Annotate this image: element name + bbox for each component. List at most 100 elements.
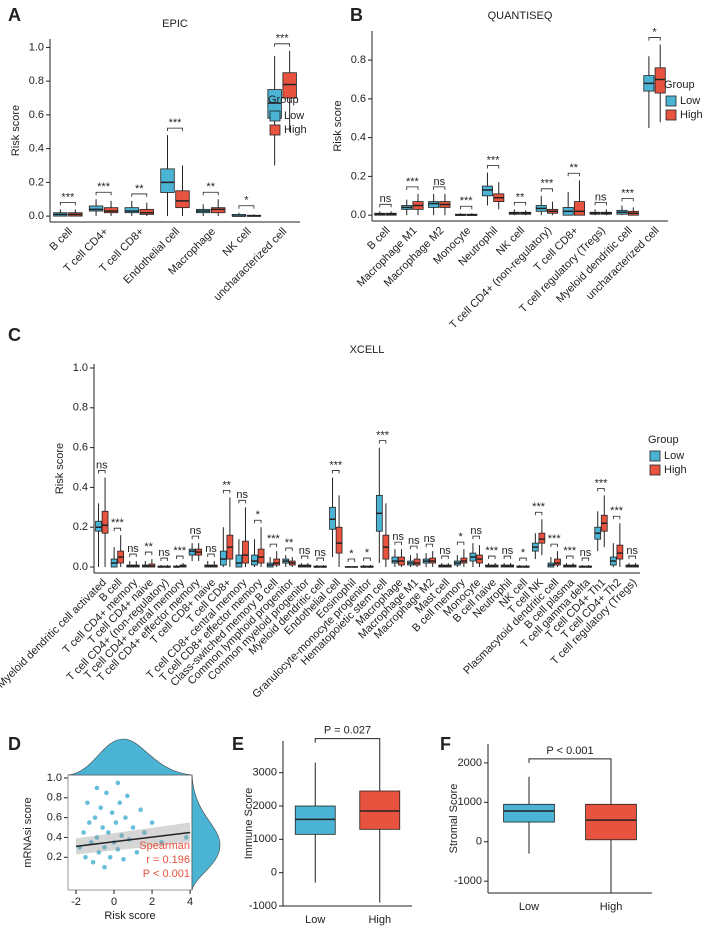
y-tick-label: 1.0: [47, 772, 62, 784]
bracket: [254, 519, 262, 524]
point: [87, 820, 92, 825]
y-tick-label: 0: [271, 867, 277, 879]
significance: ***: [173, 545, 187, 557]
y-tick-label: 0.4: [351, 132, 366, 144]
bracket: [612, 515, 621, 520]
significance: ***: [111, 517, 125, 529]
fit-line: [75, 831, 191, 848]
bracket: [488, 555, 496, 560]
bracket: [503, 555, 512, 560]
stat-annotation: r = 0.196: [146, 854, 190, 866]
significance: ***: [267, 533, 281, 545]
bracket: [191, 535, 200, 540]
significance: ns: [96, 459, 108, 471]
y-tick-label: 1000: [458, 796, 482, 808]
box: [538, 532, 546, 544]
box: [160, 168, 175, 193]
box: [139, 208, 154, 215]
point: [123, 815, 128, 820]
point: [115, 780, 121, 786]
bracket: [269, 543, 278, 548]
bracket: [472, 535, 480, 540]
bracket: [207, 553, 215, 558]
box: [359, 790, 401, 830]
legend-label: Low: [680, 95, 700, 107]
box: [294, 805, 336, 835]
bracket: [332, 470, 340, 474]
box: [616, 544, 624, 560]
chart-title: QUANTISEQ: [488, 10, 553, 22]
box: [101, 510, 109, 534]
bracket: [566, 555, 574, 560]
point: [98, 805, 104, 811]
significance: ns: [190, 525, 202, 537]
significance: ns: [314, 547, 326, 559]
box: [175, 190, 190, 209]
chart-title: EPIC: [162, 18, 188, 30]
significance: ***: [169, 117, 183, 129]
panel-label: F: [440, 734, 451, 754]
bracket: [550, 543, 558, 548]
point: [117, 800, 123, 806]
point: [104, 790, 109, 796]
y-tick-label: 0.6: [73, 442, 88, 454]
bracket: [176, 555, 184, 560]
y-tick-label: 2000: [458, 757, 482, 769]
significance: ***: [329, 459, 343, 471]
bracket: [98, 470, 106, 474]
point: [113, 820, 119, 825]
box: [251, 554, 258, 566]
x-tick-label: 4: [187, 896, 193, 908]
x-axis-label: Risk score: [104, 910, 155, 922]
y-axis-label: mRNAsi score: [22, 797, 34, 867]
point: [125, 793, 130, 799]
point: [85, 800, 90, 806]
significance: **: [135, 183, 144, 195]
point: [138, 807, 143, 812]
significance: **: [222, 479, 231, 491]
significance: *: [521, 547, 526, 559]
y-axis-label: Stromal Score: [448, 784, 460, 854]
bracket: [379, 203, 392, 208]
y-tick-label: 0: [476, 836, 482, 848]
significance: ns: [205, 543, 217, 555]
significance: ns: [502, 545, 514, 557]
x-tick-label: -2: [71, 896, 81, 908]
bracket: [513, 201, 527, 206]
bracket: [441, 555, 449, 560]
point: [94, 835, 100, 840]
point: [159, 840, 164, 845]
bracket: [621, 198, 634, 202]
right-density: [191, 774, 221, 891]
y-tick-label: 1.0: [73, 362, 88, 374]
panel-label: C: [8, 325, 21, 345]
annotation: P < 0.001: [546, 745, 593, 757]
significance: ***: [406, 176, 420, 188]
significance: ***: [610, 505, 624, 517]
confidence-band: [75, 822, 191, 855]
bracket: [528, 758, 612, 763]
x-tick-label: High: [368, 914, 391, 926]
point: [107, 854, 113, 860]
legend-label: Low: [284, 110, 304, 122]
point: [115, 847, 121, 852]
bracket: [285, 547, 293, 552]
significance: ns: [380, 193, 392, 205]
significance: ns: [392, 531, 404, 543]
significance: ***: [276, 33, 290, 45]
bracket: [238, 499, 246, 504]
significance: *: [652, 26, 657, 38]
box: [282, 72, 297, 99]
point: [121, 856, 126, 862]
y-tick-label: -1000: [249, 900, 277, 912]
significance: **: [206, 181, 215, 193]
box: [273, 558, 281, 566]
point: [106, 830, 111, 835]
significance: **: [285, 537, 294, 549]
box: [554, 558, 561, 566]
box: [95, 520, 102, 532]
y-axis-label: Risk score: [10, 105, 22, 156]
x-tick-label: B cell: [48, 226, 76, 254]
bracket: [131, 193, 148, 197]
y-axis-label: Risk score: [54, 443, 66, 494]
